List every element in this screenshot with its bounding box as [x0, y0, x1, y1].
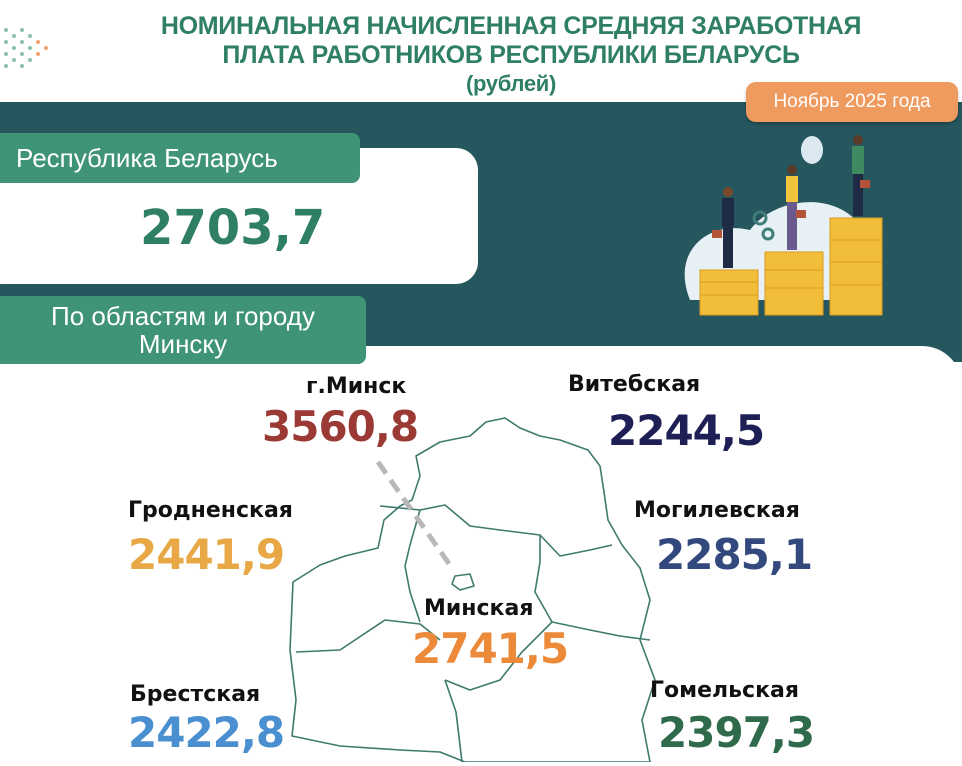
region-name-grodno: Гродненская: [128, 498, 293, 523]
minsk-city: [451, 573, 475, 591]
regions-header: По областям и городу Минску: [0, 296, 366, 364]
republic-value: 2703,7: [140, 200, 326, 256]
region-name-vitebsk: Витебская: [568, 372, 701, 397]
unit-label: (рублей): [465, 71, 557, 96]
region-value-mogilev: 2285,1: [656, 530, 813, 579]
minsk-gomel-border: [444, 621, 553, 691]
person-2-icon: [786, 165, 806, 250]
minsk-mogilev-border: [534, 535, 553, 623]
region-value-minsk-region: 2741,5: [412, 624, 569, 673]
mogilev-gomel-border: [551, 621, 651, 641]
region-name-minsk-city: г.Минск: [306, 374, 407, 399]
title-line-2: ПЛАТА РАБОТНИКОВ РЕСПУБЛИКИ БЕЛАРУСЬ: [222, 41, 800, 69]
regions-header-line2: Минску: [138, 329, 228, 359]
region-value-vitebsk: 2244,5: [608, 406, 765, 455]
map-outline: [289, 417, 656, 762]
region-name-brest: Брестская: [130, 682, 261, 707]
person-3-icon: [852, 135, 870, 216]
vitebsk-border: [379, 504, 613, 557]
region-value-gomel: 2397,3: [658, 708, 815, 757]
region-name-minsk-region: Минская: [424, 596, 534, 621]
region-name-mogilev: Могилевская: [634, 498, 800, 523]
region-value-minsk-city: 3560,8: [262, 402, 419, 451]
decorative-dots-icon: [4, 28, 48, 68]
title-line-1: НОМИНАЛЬНАЯ НАЧИСЛЕННАЯ СРЕДНЯЯ ЗАРАБОТН…: [160, 12, 862, 40]
region-name-gomel: Гомельская: [650, 678, 800, 703]
republic-label: Республика Беларусь: [0, 133, 360, 183]
person-1-icon: [712, 187, 734, 268]
map-panel: [0, 346, 962, 766]
brest-border: [295, 619, 441, 653]
region-value-grodno: 2441,9: [128, 530, 285, 579]
people-on-coins-illustration: [684, 135, 883, 316]
regions-header-line1: По областям и городу: [51, 301, 315, 331]
brest-gomel-border: [444, 679, 463, 762]
region-value-brest: 2422,8: [128, 708, 285, 757]
grodno-minsk-border: [404, 509, 421, 623]
period-badge: Ноябрь 2025 года: [746, 82, 958, 122]
